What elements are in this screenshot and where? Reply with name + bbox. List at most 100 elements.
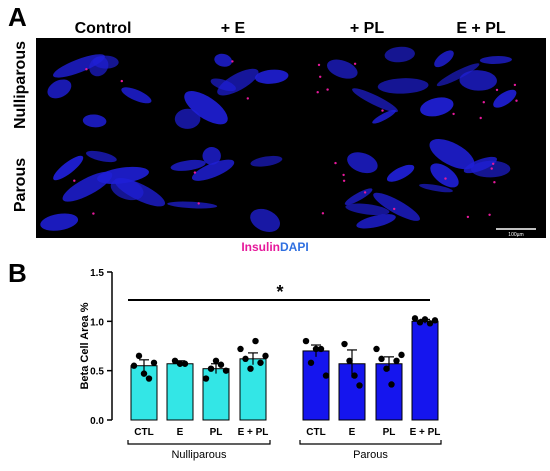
data-point — [421, 316, 429, 323]
category-label: E — [349, 427, 356, 438]
microscopy-grid: 100µm — [36, 38, 546, 238]
data-point — [398, 351, 405, 359]
legend-dapi: DAPI — [280, 240, 309, 254]
tissue-tile — [47, 54, 152, 128]
data-point — [383, 365, 390, 372]
scale-bar-label: 100µm — [508, 232, 523, 238]
insulin-stain-dot — [482, 101, 485, 104]
data-point — [140, 370, 148, 377]
insulin-stain-dot — [73, 179, 76, 182]
data-point — [247, 365, 254, 372]
tissue-fragment — [434, 50, 454, 68]
insulin-stain-dot — [85, 68, 88, 71]
insulin-stain-dot — [492, 162, 495, 165]
tissue-fragment — [121, 87, 152, 104]
tissue-fragment — [386, 164, 415, 182]
insulin-stain-dot — [321, 212, 325, 215]
tissue-fragment — [250, 155, 283, 167]
tissue-fragment — [327, 59, 358, 79]
insulin-stain-dot — [452, 112, 455, 116]
data-point — [356, 382, 363, 389]
tissue-fragment — [47, 79, 72, 99]
data-point — [181, 360, 189, 367]
tissue-fragment — [85, 150, 117, 163]
tissue-fragment — [377, 78, 429, 94]
bar — [166, 363, 194, 421]
tissue-fragment — [210, 78, 236, 92]
tissue-fragment — [345, 203, 390, 216]
tissue-tile — [316, 46, 429, 124]
column-header-control: Control — [74, 20, 132, 37]
group-bracket — [299, 440, 442, 445]
tissue-fragment — [40, 213, 79, 231]
tissue-fragment — [254, 69, 289, 84]
insulin-stain-dot — [444, 177, 447, 180]
tissue-tile — [321, 152, 420, 229]
data-point — [212, 357, 220, 364]
tissue-fragment — [250, 208, 280, 232]
tissue-fragment — [214, 53, 233, 67]
y-tick-label: 1.5 — [90, 268, 104, 279]
data-point — [145, 375, 153, 382]
data-point — [262, 352, 269, 360]
insulin-stain-dot — [513, 83, 517, 87]
insulin-stain-dot — [319, 75, 322, 79]
data-point — [373, 345, 380, 353]
data-point — [135, 352, 143, 360]
tissue-fragment — [97, 166, 149, 184]
data-point — [217, 361, 225, 368]
bar — [375, 363, 403, 421]
category-label: E + PL — [410, 427, 441, 438]
tissue-fragment — [191, 159, 235, 181]
insulin-stain-dot — [495, 88, 499, 92]
stain-legend: InsulinDAPI — [0, 240, 550, 254]
tissue-fragment — [170, 159, 206, 171]
data-point — [416, 319, 424, 326]
column-header-e: + E — [220, 20, 246, 37]
data-point — [202, 375, 210, 382]
insulin-stain-dot — [466, 215, 470, 219]
data-point — [411, 315, 419, 322]
insulin-stain-dot — [120, 79, 124, 83]
tissue-fragment — [459, 70, 497, 91]
beta-cell-area-chart: Beta Cell Area % 0.0 0.5 1.0 1.5 * CTL E PL E + P… — [79, 268, 442, 461]
tissue-fragment — [372, 109, 396, 124]
y-tick-label: 1.0 — [90, 317, 104, 328]
insulin-stain-dot — [231, 60, 234, 63]
tissue-fragment — [53, 155, 84, 181]
data-point — [302, 337, 310, 345]
group-label: Nulliparous — [171, 449, 227, 461]
insulin-stain-dot — [493, 181, 496, 184]
tissue-fragment — [167, 201, 218, 209]
insulin-stain-dot — [490, 167, 493, 170]
data-point — [378, 355, 385, 363]
panel-b-letter: B — [8, 258, 27, 288]
category-label: CTL — [306, 427, 325, 438]
tissue-tile — [419, 139, 511, 219]
category-label: PL — [383, 427, 396, 438]
data-point — [426, 320, 434, 327]
tissue-tile — [40, 150, 166, 231]
insulin-stain-dot — [326, 88, 329, 91]
insulin-stain-dot — [92, 212, 95, 215]
insulin-stain-dot — [515, 99, 518, 102]
group-label: Parous — [353, 449, 388, 461]
data-point — [307, 359, 315, 366]
tissue-fragment — [493, 89, 517, 108]
y-axis-label: Beta Cell Area % — [79, 302, 91, 389]
category-label: E + PL — [238, 427, 269, 438]
tissue-fragment — [110, 178, 144, 201]
tissue-fragment — [356, 214, 396, 229]
data-point — [237, 345, 244, 353]
insulin-stain-dot — [193, 171, 197, 174]
category-label: CTL — [134, 427, 153, 438]
panel-a-letter: A — [8, 2, 27, 32]
insulin-stain-dot — [353, 62, 357, 65]
insulin-stain-dot — [342, 179, 346, 182]
significance-star: * — [276, 282, 283, 302]
tissue-fragment — [82, 114, 107, 128]
tissue-fragment — [430, 163, 459, 188]
data-point — [388, 381, 395, 388]
tissue-tile — [174, 53, 289, 129]
tissue-fragment — [384, 46, 415, 63]
